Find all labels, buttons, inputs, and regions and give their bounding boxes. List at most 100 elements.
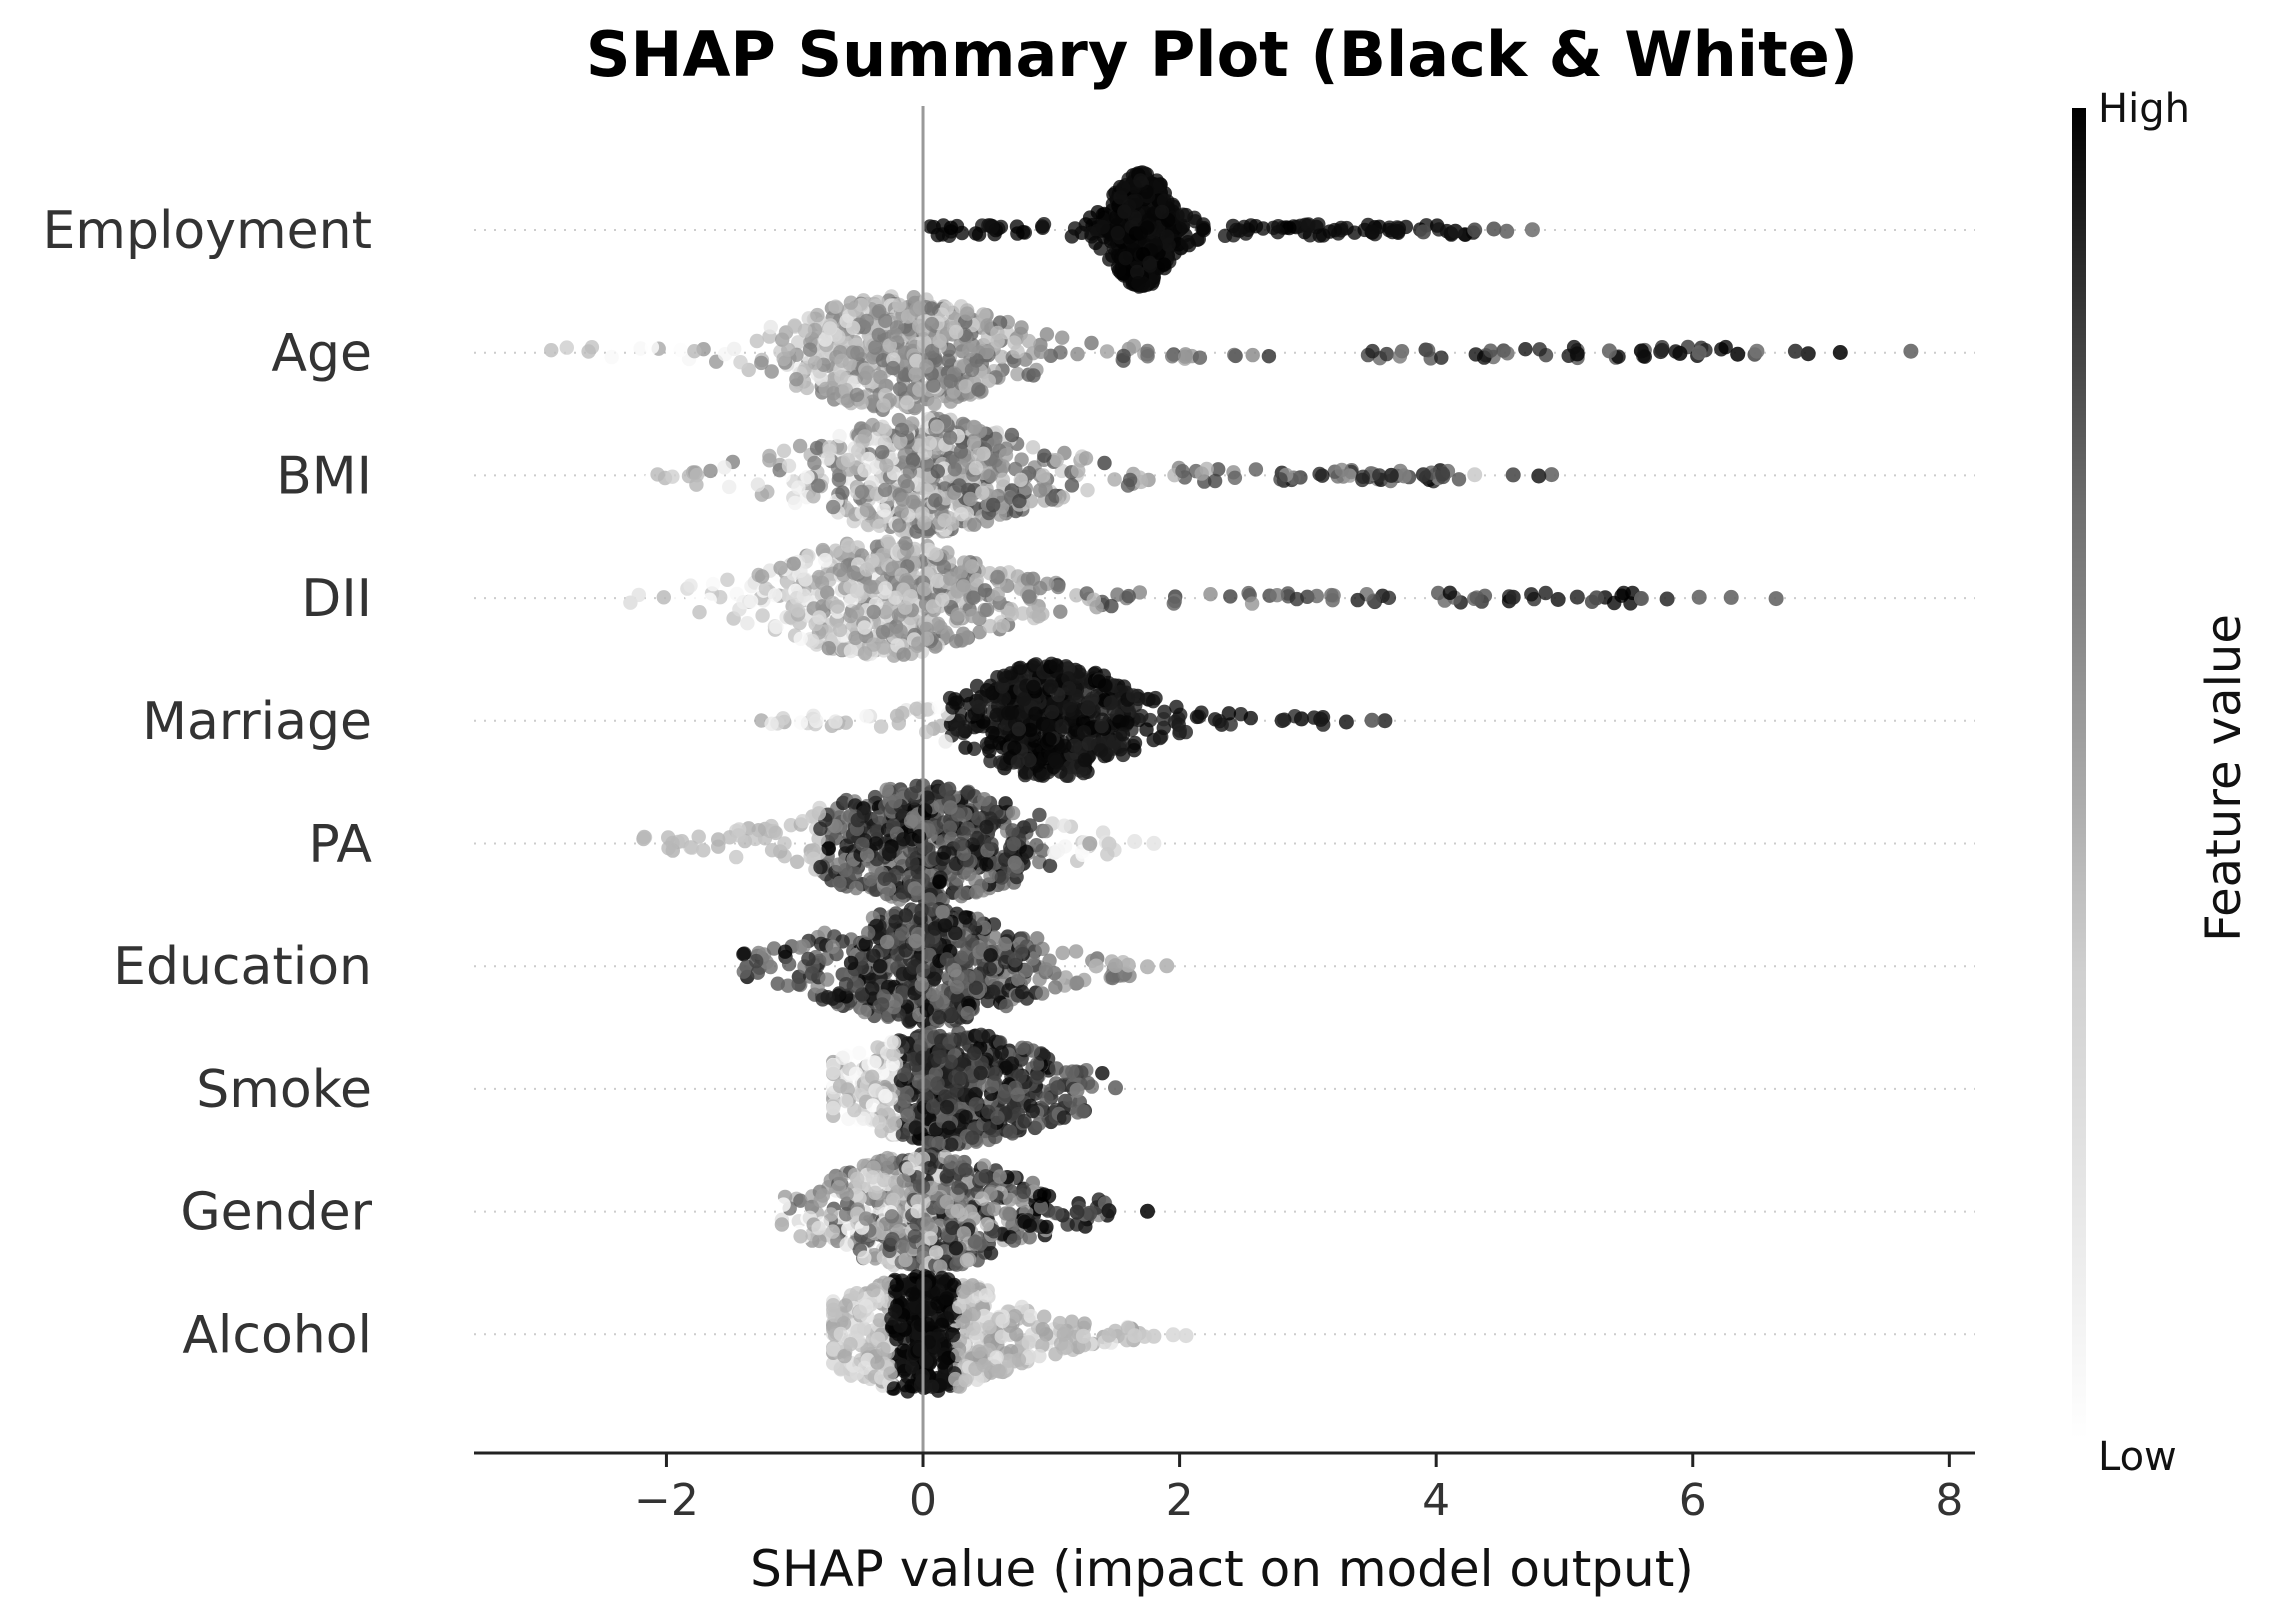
shap-point [631,587,646,603]
shap-point [1379,346,1394,362]
shap-point [1032,483,1048,498]
shap-point [1131,276,1146,291]
shap-point [989,707,1004,723]
shap-point [898,536,913,551]
shap-point [1021,333,1037,349]
shap-point [953,565,968,580]
shap-point [980,318,995,333]
shap-point [1122,472,1138,488]
shap-point [1451,472,1467,487]
shap-point [969,885,984,900]
shap-point [938,734,953,749]
shap-point [805,633,820,649]
shap-point [908,933,923,949]
shap-point [801,951,816,967]
shap-point [797,323,813,338]
shap-point [879,458,894,473]
shap-point [1659,591,1675,607]
shap-point [832,875,847,891]
shap-point [790,603,806,618]
shap-point [764,716,779,731]
shap-point [943,571,958,586]
shap-point [1053,604,1068,619]
shap-point [1007,953,1023,968]
shap-point [888,914,903,929]
shap-point [740,616,755,631]
shap-point [1768,591,1784,607]
shap-point [1053,345,1068,360]
shap-point [826,1065,841,1080]
shap-point [963,491,978,507]
shap-point [924,316,940,332]
shap-point [839,838,854,853]
shap-point [807,355,823,370]
shap-point [1338,714,1354,730]
shap-point [778,944,793,959]
shap-point [711,839,726,854]
shap-point [1243,710,1259,726]
shap-point [769,619,784,635]
shap-point [1377,713,1393,729]
shap-point [1221,706,1237,721]
shap-point [1569,589,1585,605]
shap-point [1049,658,1064,673]
shap-point [879,934,895,950]
shap-point [958,740,973,755]
shap-point [656,590,671,605]
shap-point [899,1085,915,1101]
shap-point [1121,588,1136,604]
shap-point [689,467,705,483]
shap-point [960,306,975,321]
shap-point [1107,472,1122,487]
shap-point [1316,228,1331,243]
shap-point [849,387,865,403]
shap-point [820,990,835,1005]
shap-point [1037,448,1052,463]
shap-point [1069,689,1084,704]
shap-point [893,624,908,639]
shap-point [977,583,993,598]
shap-point [748,831,763,847]
shap-point [1227,347,1242,363]
shap-point [1196,223,1211,238]
shap-point [793,715,809,730]
shap-point [955,416,971,432]
shap-point [1312,466,1327,482]
shap-point [866,604,881,620]
shap-point [1166,596,1182,611]
shap-point [868,340,883,355]
shap-point [979,683,995,698]
feature-swarm [640,410,1560,540]
shap-point [857,1004,872,1020]
shap-point [927,396,942,412]
shap-point [1033,344,1049,359]
shap-point [959,688,974,703]
shap-point [894,422,910,438]
shap-point [1364,712,1380,728]
shap-point [1026,368,1041,383]
shap-point [1524,587,1539,602]
shap-point [835,485,850,500]
shap-point [684,840,700,855]
shap-point [1039,327,1055,342]
shap-point [995,618,1011,634]
shap-point [687,344,702,359]
shap-point [931,699,946,715]
shap-point [1049,1061,1064,1076]
shap-point [834,369,849,385]
shap-point [922,435,938,451]
shap-point [994,1045,1009,1060]
shap-point [802,342,818,357]
shap-point [1294,711,1309,727]
shap-point [826,499,841,515]
shap-point [813,859,828,875]
shap-point [904,787,919,802]
shap-point [930,464,945,479]
shap-point [877,423,893,438]
shap-point [1787,343,1803,359]
shap-point [860,365,875,380]
shap-point [1282,220,1297,236]
shap-point [973,1065,988,1081]
shap-point [731,828,746,843]
shap-point [962,342,977,358]
